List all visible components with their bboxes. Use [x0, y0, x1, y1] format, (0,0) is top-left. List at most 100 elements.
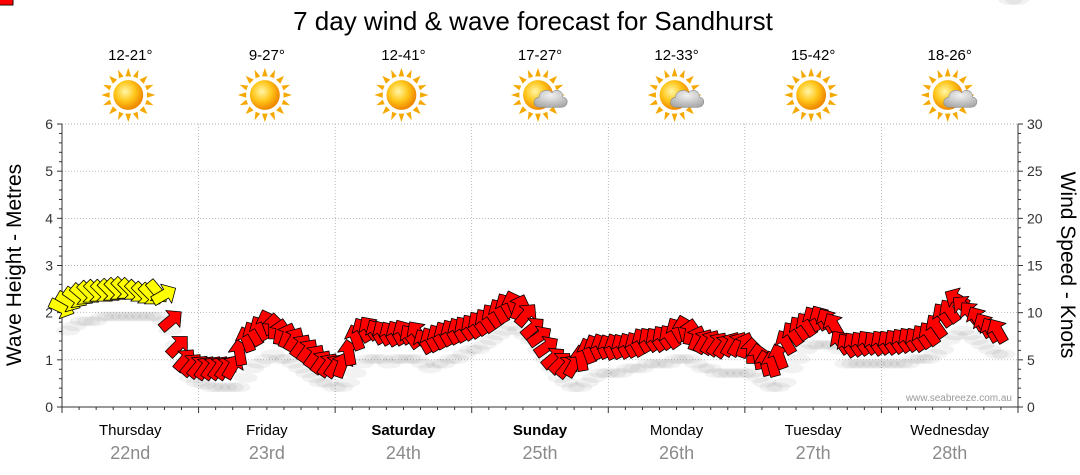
arrow-shadow: [56, 325, 80, 336]
sun-icon: [101, 67, 156, 123]
temperature-range-label: 12-21°: [108, 47, 152, 64]
arrow-shadow: [260, 349, 285, 360]
right-tick-label: 20: [1027, 210, 1043, 226]
day-name-label: Saturday: [371, 422, 436, 439]
arrow-shadow: [458, 344, 483, 355]
wind-arrow: [157, 310, 182, 333]
arrow-shadow: [363, 353, 388, 364]
arrow-shadow: [110, 311, 135, 322]
day-date-label: 26th: [659, 443, 694, 463]
arrow-shadow: [397, 353, 422, 364]
arrow-shadow: [376, 358, 401, 369]
arrow-shadow: [411, 358, 436, 369]
arrow-shadow: [711, 368, 736, 379]
arrow-shadow: [916, 353, 941, 364]
left-axis-ticks: 0 1 2 3 4 5 6: [45, 116, 62, 415]
right-axis-title: Wind Speed - Knots: [1056, 172, 1079, 359]
arrow-shadow: [991, 349, 1016, 360]
arrow-shadow: [793, 344, 818, 355]
left-tick-label: 5: [45, 163, 53, 179]
arrow-shadow: [370, 353, 395, 364]
arrow-shadow: [247, 358, 272, 369]
day-name-label: Wednesday: [910, 422, 989, 439]
arrow-shadow: [465, 344, 490, 355]
arrow-shadow: [574, 377, 599, 388]
arrow-shadow: [875, 358, 900, 369]
arrow-shadow: [848, 358, 873, 369]
arrow-shadow: [83, 316, 108, 327]
arrow-shadow: [766, 382, 791, 393]
arrow-shadow: [895, 358, 920, 369]
arrow-shadow: [854, 358, 879, 369]
arrow-shadow: [882, 358, 907, 369]
arrow-shadow: [663, 353, 688, 364]
arrow-shadow: [732, 368, 757, 379]
arrow-shadow: [281, 358, 306, 369]
arrow-shadow: [274, 353, 299, 364]
arrow-shadow: [841, 358, 866, 369]
arrow-shadow: [629, 363, 654, 374]
left-tick-label: 4: [45, 210, 53, 226]
arrow-shadow: [684, 358, 709, 369]
arrow-shadow: [479, 335, 504, 346]
arrow-shadow: [335, 377, 360, 388]
weather-icons: [101, 67, 978, 123]
arrow-shadow: [807, 339, 832, 350]
temperature-range-label: 18-26°: [928, 47, 972, 64]
arrow-shadow: [868, 358, 893, 369]
arrow-shadow: [800, 339, 825, 350]
arrow-shadow: [486, 330, 511, 341]
arrow-shadow: [656, 358, 681, 369]
arrow-shadow: [445, 353, 470, 364]
arrow-shadow: [322, 382, 347, 393]
left-tick-label: 0: [45, 399, 53, 415]
right-tick-label: 25: [1027, 163, 1043, 179]
right-tick-label: 30: [1027, 116, 1043, 132]
arrow-shadow: [267, 353, 292, 364]
arrow-shadow: [923, 349, 948, 360]
arrow-shadow: [185, 377, 210, 388]
arrow-shadow: [861, 358, 886, 369]
arrow-shadow: [342, 368, 367, 379]
arrow-shadow: [950, 325, 975, 336]
arrow-shadow: [759, 382, 784, 393]
arrow-shadow: [561, 382, 586, 393]
day-date-label: 22nd: [110, 443, 150, 463]
chart-title: 7 day wind & wave forecast for Sandhurst: [293, 6, 774, 36]
temperature-range-label: 12-41°: [381, 47, 425, 64]
temperature-range-label: 12-33°: [654, 47, 698, 64]
wind-arrows: [0, 0, 1009, 382]
arrow-shadow: [936, 335, 961, 346]
arrow-shadow: [718, 368, 743, 379]
day-name-label: Sunday: [513, 422, 568, 439]
arrow-shadow: [786, 353, 811, 364]
x-axis-ticks: [61, 407, 1019, 413]
day-date-label: 25th: [522, 443, 557, 463]
arrow-shadow: [943, 330, 968, 341]
day-name-label: Tuesday: [785, 422, 842, 439]
arrow-shadow: [219, 382, 244, 393]
arrow-shadow: [90, 311, 115, 322]
right-tick-label: 10: [1027, 305, 1043, 321]
arrow-shadow: [568, 382, 593, 393]
arrow-shadow: [206, 382, 231, 393]
arrow-shadow: [124, 311, 149, 322]
arrow-shadow: [117, 311, 142, 322]
arrow-shadow: [650, 358, 675, 369]
arrow-shadow: [971, 339, 996, 350]
arrow-shadow: [773, 377, 797, 388]
day-date-label: 23rd: [249, 443, 285, 463]
day-name-label: Friday: [246, 422, 288, 439]
arrow-shadow: [725, 368, 750, 379]
right-tick-label: 15: [1027, 258, 1043, 274]
arrow-shadow: [404, 353, 429, 364]
arrow-shadow: [76, 316, 101, 327]
arrow-shadow: [69, 316, 94, 327]
arrow-shadow: [834, 358, 859, 369]
temperature-range-label: 15-42°: [791, 47, 835, 64]
arrow-shadow: [595, 368, 620, 379]
arrow-shadow: [636, 358, 661, 369]
arrow-shadow: [1005, 0, 1030, 5]
arrow-shadow: [192, 379, 217, 390]
arrow-shadow: [643, 358, 668, 369]
